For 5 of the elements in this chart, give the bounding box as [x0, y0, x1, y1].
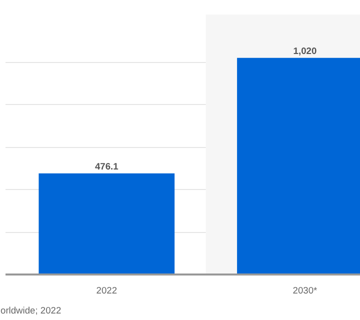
x-tick-label: 2030*	[292, 286, 318, 296]
data-label: 1,020	[293, 46, 317, 56]
data-label: 476.1	[94, 161, 118, 172]
x-tick-label: 2022	[96, 286, 118, 296]
text: orldwide; 2022	[0, 306, 62, 316]
